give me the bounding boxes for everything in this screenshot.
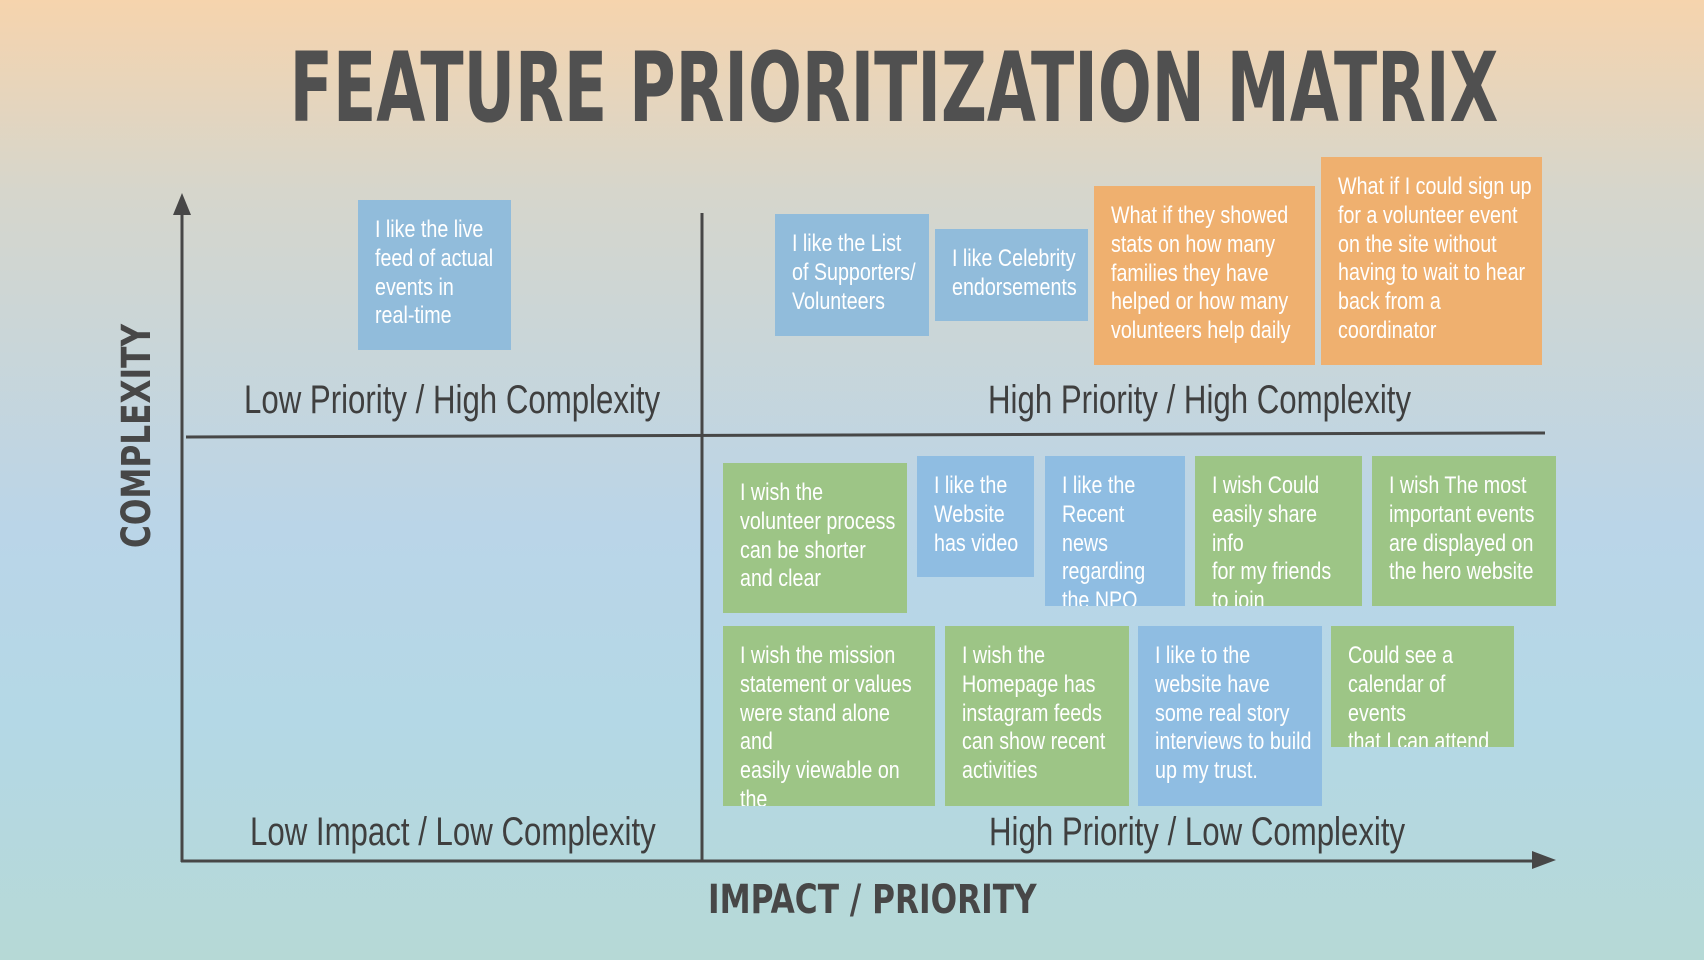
sticky-note-story[interactable]: I like to the website have some real sto… — [1138, 626, 1322, 806]
quadrant-label-top-left: Low Priority / High Complexity — [244, 378, 661, 422]
sticky-note-video[interactable]: I like the Website has video — [917, 456, 1034, 577]
sticky-note-text: I wish The most important events are dis… — [1389, 472, 1535, 586]
sticky-note-text: I wish the Homepage has instagram feeds … — [962, 642, 1106, 785]
quadrant-label-top-right: High Priority / High Complexity — [988, 378, 1412, 422]
y-axis-arrowhead — [173, 193, 191, 215]
sticky-note-supporters[interactable]: I like the List of Supporters/ Volunteer… — [775, 214, 929, 336]
sticky-note-mission[interactable]: I wish the mission statement or values w… — [723, 626, 935, 806]
sticky-note-text: I like Celebrity endorsements — [952, 245, 1077, 301]
sticky-note-share-info[interactable]: I wish Could easily share info for my fr… — [1195, 456, 1362, 606]
sticky-note-text: I like to the website have some real sto… — [1155, 642, 1312, 785]
x-axis-label: IMPACT / PRIORITY — [708, 877, 1037, 923]
sticky-note-text: I wish the mission statement or values w… — [740, 642, 912, 806]
sticky-note-live-feed[interactable]: I like the live feed of actual events in… — [358, 200, 511, 350]
sticky-note-text: What if I could sign up for a volunteer … — [1338, 173, 1532, 344]
sticky-note-text: Could see a calendar of events that I ca… — [1348, 642, 1490, 747]
sticky-note-recent-news[interactable]: I like the Recent news regarding the NPO — [1045, 456, 1185, 606]
y-axis-label: COMPLEXITY — [114, 323, 160, 549]
sticky-note-text: I like the List of Supporters/ Volunteer… — [792, 230, 916, 315]
sticky-note-text: I like the Website has video — [934, 472, 1019, 557]
sticky-note-text: What if they showed stats on how many fa… — [1111, 202, 1291, 345]
sticky-note-stats[interactable]: What if they showed stats on how many fa… — [1094, 186, 1315, 365]
sticky-note-celebrity[interactable]: I like Celebrity endorsements — [935, 229, 1088, 321]
sticky-note-instagram[interactable]: I wish the Homepage has instagram feeds … — [945, 626, 1129, 806]
sticky-note-text: I wish Could easily share info for my fr… — [1212, 472, 1332, 606]
sticky-note-text: I wish the volunteer process can be shor… — [740, 479, 896, 593]
quadrant-label-bottom-right: High Priority / Low Complexity — [989, 810, 1406, 854]
sticky-note-calendar[interactable]: Could see a calendar of events that I ca… — [1331, 626, 1514, 747]
sticky-note-signup[interactable]: What if I could sign up for a volunteer … — [1321, 157, 1542, 365]
sticky-note-volunteer-process[interactable]: I wish the volunteer process can be shor… — [723, 463, 907, 613]
sticky-note-important-events[interactable]: I wish The most important events are dis… — [1372, 456, 1556, 606]
sticky-note-text: I like the Recent news regarding the NPO — [1062, 472, 1146, 606]
horizontal-divider — [185, 431, 1546, 439]
x-axis-arrowhead — [1532, 851, 1556, 869]
sticky-note-text: I like the live feed of actual events in… — [375, 216, 494, 330]
page-title: FEATURE PRIORITIZATION MATRIX — [289, 32, 1499, 144]
quadrant-label-bottom-left: Low Impact / Low Complexity — [250, 810, 656, 854]
